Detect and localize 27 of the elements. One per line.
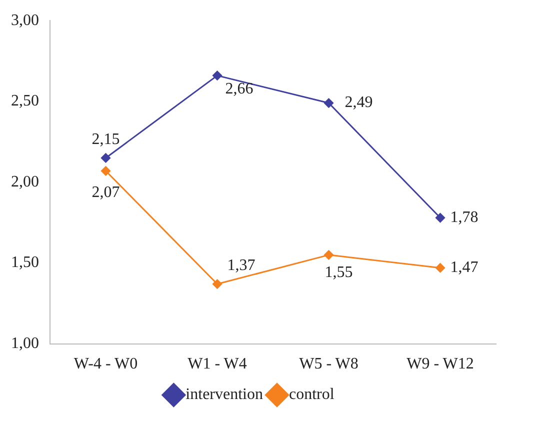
x-tick-label: W9 - W12 bbox=[406, 356, 474, 373]
data-label: 2,07 bbox=[92, 184, 120, 202]
data-label: 2,66 bbox=[225, 80, 254, 98]
legend-label: intervention bbox=[186, 386, 263, 404]
data-label: 1,55 bbox=[324, 264, 353, 282]
y-tick-label: 2,00 bbox=[11, 173, 39, 190]
x-tick-label: W5 - W8 bbox=[299, 356, 358, 373]
data-label: 1,78 bbox=[450, 208, 478, 226]
data-label: 1,47 bbox=[450, 259, 478, 276]
data-label: 2,49 bbox=[344, 94, 373, 112]
point bbox=[212, 70, 222, 80]
y-tick-label: 1,50 bbox=[11, 254, 39, 272]
data-label: 1,37 bbox=[227, 257, 256, 274]
data-label: 2,15 bbox=[92, 131, 120, 148]
legend-label: control bbox=[288, 386, 335, 404]
y-tick-label: 3,00 bbox=[11, 12, 39, 29]
x-tick-label: W-4 - W0 bbox=[74, 356, 138, 373]
y-tick-label: 2,50 bbox=[11, 92, 39, 110]
point bbox=[101, 166, 110, 176]
x-tick-label: W1 - W4 bbox=[188, 356, 247, 373]
point bbox=[212, 279, 222, 289]
point bbox=[101, 153, 110, 163]
y-tick-label: 1,00 bbox=[11, 335, 39, 352]
point bbox=[324, 250, 334, 260]
point bbox=[436, 263, 445, 273]
point bbox=[436, 213, 445, 222]
point bbox=[324, 98, 334, 108]
